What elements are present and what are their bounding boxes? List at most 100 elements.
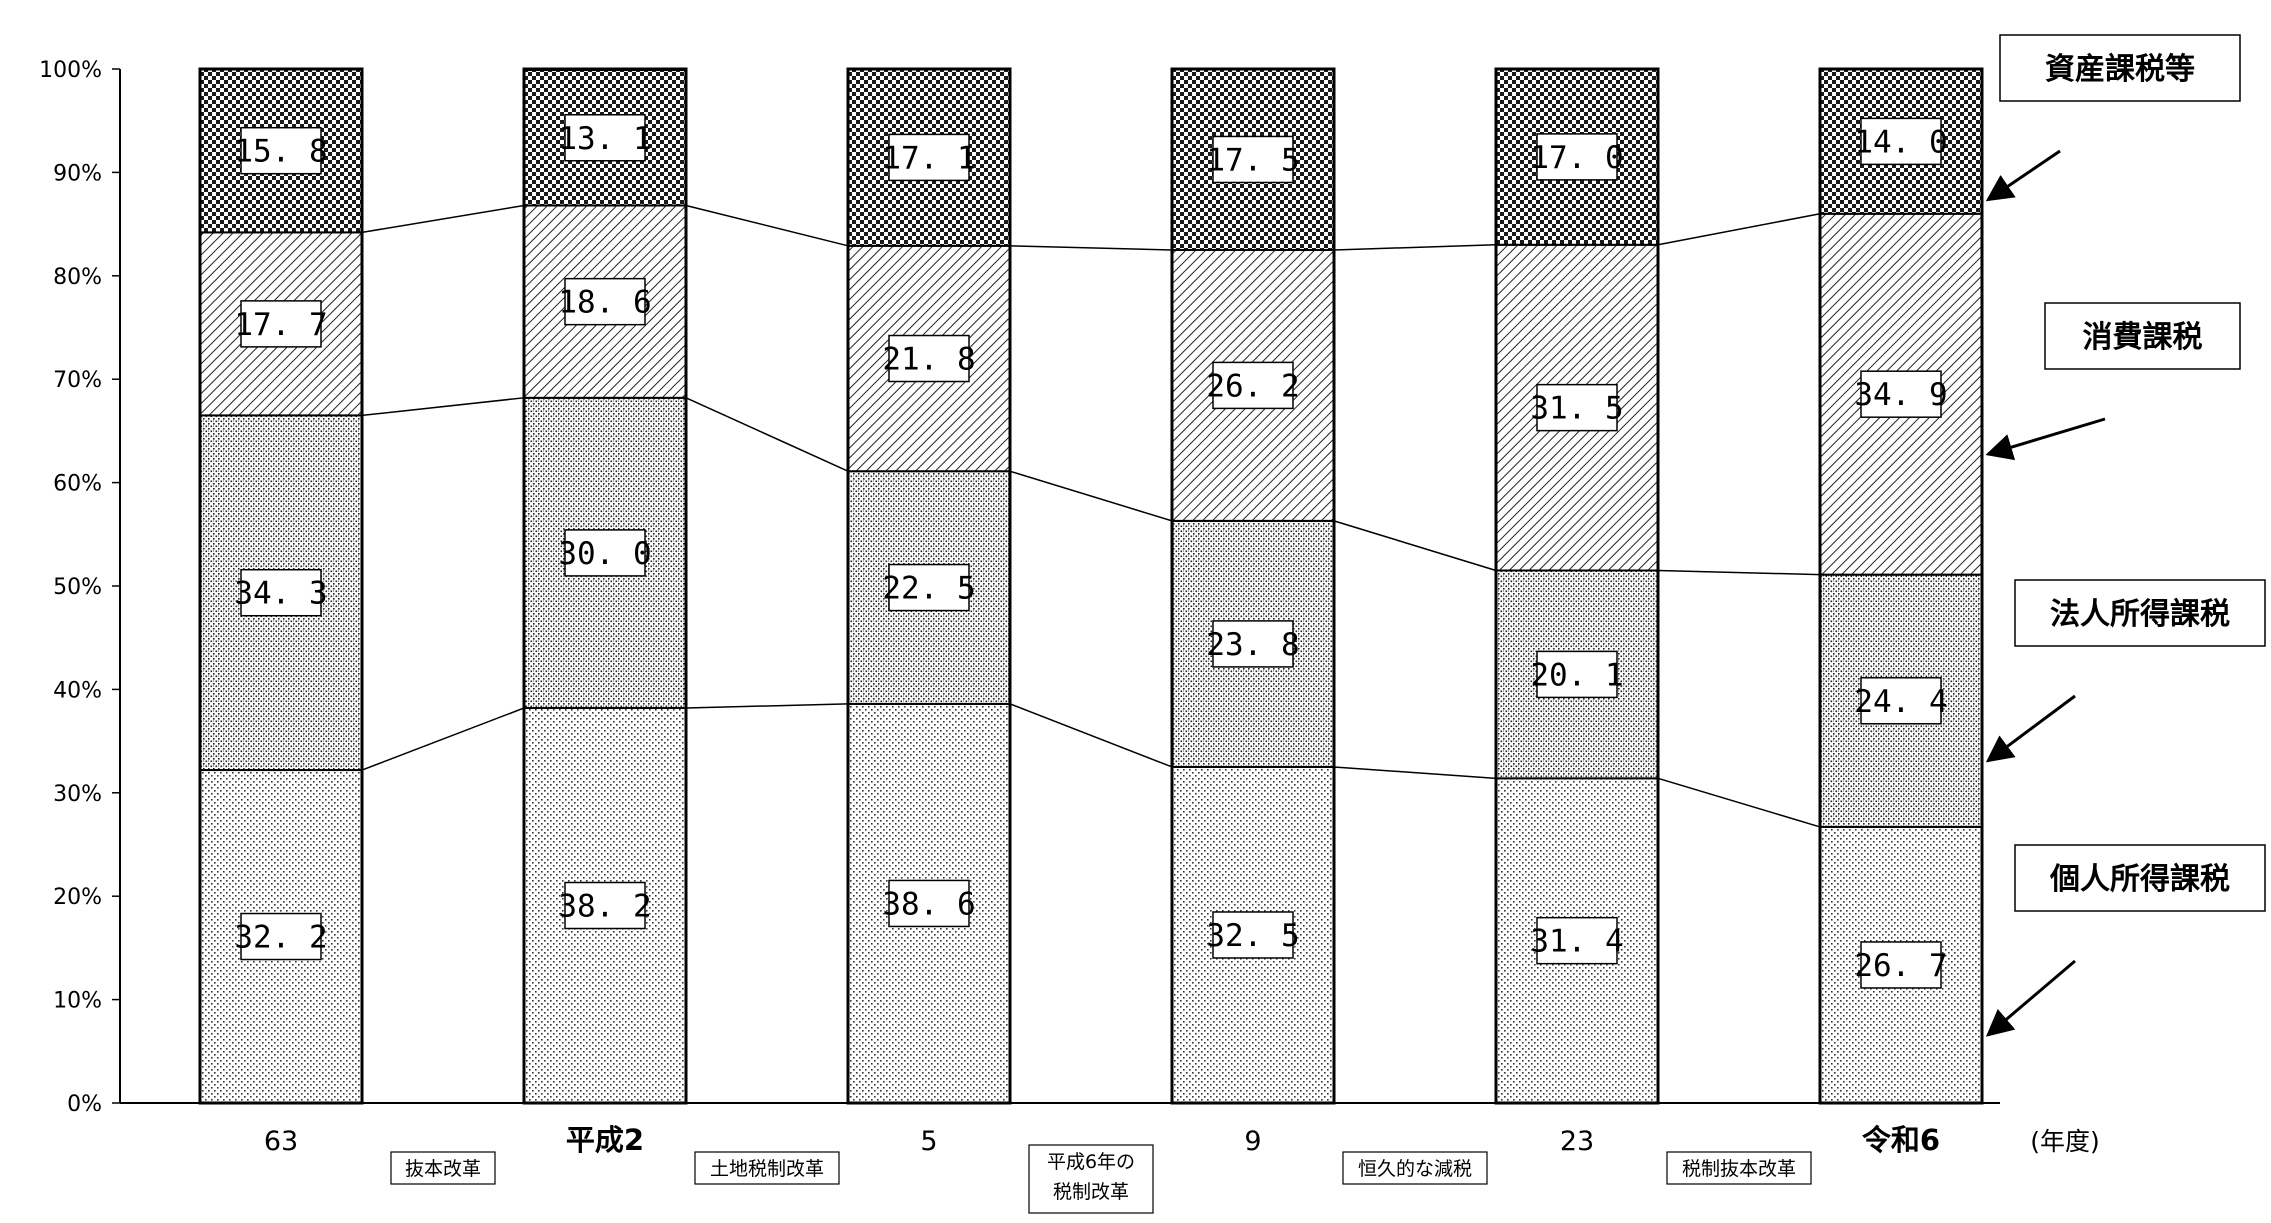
data-label-value: 31. 4 <box>1530 924 1623 960</box>
y-tick-label: 60% <box>53 472 102 497</box>
connector-line <box>1009 245 1173 251</box>
reform-label-text: 土地税制改革 <box>710 1158 824 1180</box>
legend-box <box>2044 302 2241 370</box>
bar-outline <box>1494 67 1660 1105</box>
legend-arrow <box>1985 959 2076 1037</box>
reform-label-text: 税制改革 <box>1053 1181 1129 1203</box>
data-label-value: 23. 8 <box>1206 627 1299 663</box>
data-label-box <box>888 563 970 612</box>
reform-label-text: 抜本改革 <box>405 1158 481 1180</box>
data-label: 18. 6 <box>558 277 652 326</box>
connector-line <box>361 397 525 417</box>
connector-line <box>1333 520 1497 572</box>
x-tick-label: 63 <box>264 1126 298 1157</box>
bar-outline <box>522 67 688 1105</box>
data-label: 34. 9 <box>1854 370 1948 418</box>
data-label-box <box>1212 620 1294 668</box>
legend-label: 消費課税 <box>2083 320 2203 355</box>
connector-line <box>1333 766 1497 780</box>
data-label-value: 24. 4 <box>1854 684 1947 720</box>
data-label-value: 21. 8 <box>882 342 975 378</box>
data-label: 38. 6 <box>882 879 976 928</box>
data-label-box <box>1536 383 1618 432</box>
data-label: 31. 5 <box>1530 383 1624 432</box>
data-label-box <box>1860 370 1942 418</box>
legend-label: 資産課税等 <box>2045 52 2195 87</box>
legend-box <box>2014 579 2266 647</box>
legend-arrow <box>1985 417 2106 461</box>
connector-line <box>685 204 849 247</box>
legend-item: 個人所得課税 <box>1985 844 2266 1037</box>
data-label-box <box>1536 650 1618 699</box>
y-tick-label: 100% <box>39 58 102 83</box>
data-label: 22. 5 <box>882 563 976 612</box>
reform-label: 土地税制改革 <box>694 1151 840 1185</box>
reform-label-box <box>694 1151 840 1185</box>
data-label: 31. 4 <box>1530 916 1624 965</box>
legend-item: 資産課税等 <box>1985 34 2241 202</box>
data-label-box <box>1860 117 1942 166</box>
connector-line <box>1009 470 1173 522</box>
data-label: 34. 3 <box>234 568 328 617</box>
y-tick-label: 40% <box>53 678 102 703</box>
data-label: 32. 2 <box>234 912 328 961</box>
data-label-value: 30. 0 <box>558 536 651 572</box>
x-tick-label: 平成2 <box>566 1123 644 1157</box>
data-label-box <box>1536 133 1618 181</box>
data-label-value: 34. 3 <box>234 576 327 612</box>
data-label-box <box>1212 361 1294 410</box>
data-label: 24. 4 <box>1854 677 1948 725</box>
x-axis-labels: 63 平成2 5 9 23 令和6 (年度) <box>264 1123 2100 1157</box>
x-tick-label: 9 <box>1244 1126 1261 1157</box>
data-label: 13. 1 <box>558 114 652 162</box>
value-labels: 32. 2 34. 3 17. 7 15. 8 38. 2 30. 0 18. 6 13. 1… <box>234 114 1948 989</box>
axes: 0% 10% 20% 30% 40% 50% 60% 70% 80% 90% 100% <box>39 58 2000 1117</box>
reform-label-text: 平成6年の <box>1047 1151 1135 1173</box>
legend-label: 個人所得課税 <box>2049 862 2230 897</box>
bar-group-4 <box>1494 67 1660 1105</box>
data-label-box <box>888 879 970 928</box>
legend-label: 法人所得課税 <box>2050 597 2230 632</box>
data-label-value: 14. 0 <box>1854 124 1947 160</box>
data-label-value: 17. 1 <box>882 140 975 176</box>
data-label-value: 32. 5 <box>1206 918 1299 954</box>
connector-line <box>361 707 525 771</box>
data-label-box <box>240 126 322 175</box>
data-label-value: 18. 6 <box>558 285 651 321</box>
data-label-box <box>1860 677 1942 725</box>
connector-line <box>1657 569 1821 576</box>
reform-label-box <box>390 1151 496 1185</box>
reform-label: 抜本改革 <box>390 1151 496 1185</box>
data-label-value: 20. 1 <box>1530 657 1623 693</box>
data-label-box <box>1212 911 1294 959</box>
data-label: 26. 7 <box>1854 941 1948 989</box>
x-tick-label: 5 <box>920 1126 937 1157</box>
bar-group-0 <box>198 67 364 1105</box>
data-label-box <box>888 133 970 182</box>
data-label-box <box>1212 135 1294 184</box>
data-label-box <box>240 568 322 617</box>
legend-item: 消費課税 <box>1985 302 2241 461</box>
x-tick-label: 令和6 <box>1862 1123 1940 1157</box>
connector-line <box>361 204 525 234</box>
legend-item: 法人所得課税 <box>1985 579 2266 763</box>
data-label-box <box>564 114 646 162</box>
data-label-box <box>240 300 322 348</box>
stacked-bars <box>198 67 1984 1105</box>
legend-box <box>1999 34 2241 102</box>
data-label-value: 38. 6 <box>882 886 975 922</box>
data-label: 17. 0 <box>1530 133 1624 181</box>
y-tick-label: 20% <box>53 885 102 910</box>
bar-outline <box>846 67 1012 1105</box>
data-label-value: 22. 5 <box>882 571 975 607</box>
data-label: 17. 1 <box>882 133 976 182</box>
connector-line <box>1009 703 1173 768</box>
data-label: 20. 1 <box>1530 650 1624 699</box>
connector-line <box>1657 213 1821 246</box>
data-label: 17. 7 <box>234 300 328 348</box>
legend-arrow <box>1985 149 2061 202</box>
connector-line <box>1657 777 1821 828</box>
connector-line <box>685 703 849 709</box>
